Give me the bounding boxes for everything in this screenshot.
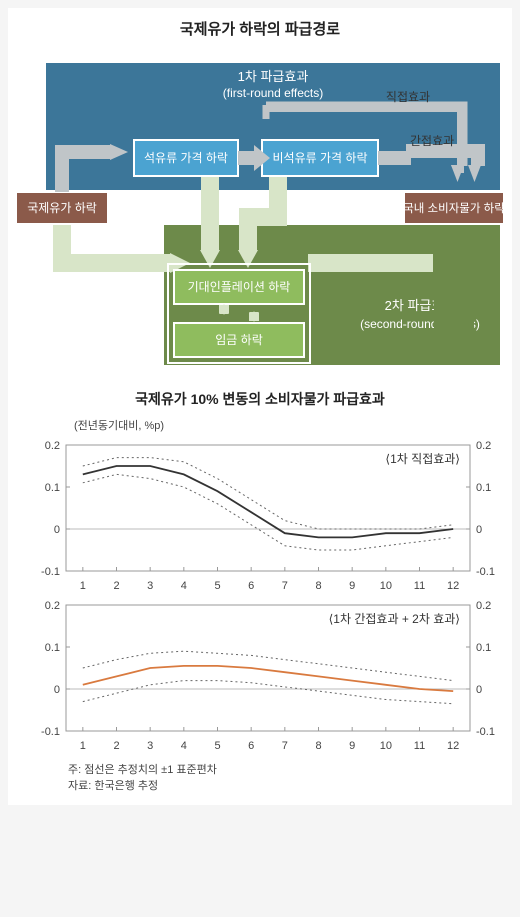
svg-text:0.1: 0.1: [45, 642, 60, 654]
first-round-label: 1차 파급효과: [238, 69, 309, 84]
svg-text:0.1: 0.1: [476, 642, 491, 654]
non-petroleum-price-drop: 비석유류 가격 하락: [273, 151, 368, 165]
flow-diagram: 1차 파급효과 (first-round effects) 직접효과 석유류 가…: [8, 45, 508, 375]
svg-text:11: 11: [414, 740, 425, 752]
svg-text:3: 3: [147, 580, 153, 592]
diagram-title: 국제유가 하락의 파급경로: [8, 8, 512, 45]
svg-text:0: 0: [54, 684, 60, 696]
svg-text:0.2: 0.2: [45, 600, 60, 612]
chart2-block: -0.1-0.1000.10.10.20.2123456789101112⟨1차…: [8, 595, 512, 755]
svg-text:0.2: 0.2: [476, 600, 491, 612]
page: 국제유가 하락의 파급경로 1차 파급효과 (first-round effec…: [8, 8, 512, 805]
svg-text:1: 1: [80, 580, 86, 592]
svg-text:6: 6: [248, 740, 254, 752]
svg-text:7: 7: [282, 740, 288, 752]
svg-text:7: 7: [282, 580, 288, 592]
svg-text:6: 6: [248, 580, 254, 592]
first-round-en: (first-round effects): [223, 86, 323, 100]
chart-notes: 주: 점선은 추정치의 ±1 표준편차 자료: 한국은행 추정: [8, 755, 512, 805]
svg-text:-0.1: -0.1: [476, 726, 495, 738]
svg-text:2: 2: [113, 580, 119, 592]
svg-text:8: 8: [315, 580, 321, 592]
domestic-cpi-drop: 국내 소비자물가 하락: [403, 201, 505, 215]
svg-text:0: 0: [54, 524, 60, 536]
svg-text:12: 12: [447, 580, 459, 592]
svg-text:5: 5: [214, 740, 220, 752]
note1: 주: 점선은 추정치의 ±1 표준편차: [68, 761, 512, 777]
svg-text:0: 0: [476, 524, 482, 536]
svg-text:-0.1: -0.1: [41, 566, 60, 578]
svg-text:⟨1차 직접효과⟩: ⟨1차 직접효과⟩: [385, 452, 460, 466]
svg-text:4: 4: [181, 580, 187, 592]
chart-y-unit: (전년동기대비, %p): [74, 417, 498, 433]
wage-drop: 임금 하락: [215, 333, 263, 347]
svg-text:0.1: 0.1: [45, 482, 60, 494]
chart2: -0.1-0.1000.10.10.20.2123456789101112⟨1차…: [22, 595, 514, 755]
charts-title: 국제유가 10% 변동의 소비자물가 파급효과: [8, 375, 512, 417]
chart1: -0.1-0.1000.10.10.20.2123456789101112⟨1차…: [22, 435, 514, 595]
svg-text:11: 11: [414, 580, 425, 592]
svg-text:10: 10: [380, 740, 392, 752]
svg-text:0.2: 0.2: [45, 440, 60, 452]
chart1-block: (전년동기대비, %p) -0.1-0.1000.10.10.20.212345…: [8, 417, 512, 595]
svg-text:4: 4: [181, 740, 187, 752]
petroleum-price-drop: 석유류 가격 하락: [144, 151, 228, 165]
svg-text:12: 12: [447, 740, 459, 752]
svg-text:1: 1: [80, 740, 86, 752]
expected-inflation-drop: 기대인플레이션 하락: [188, 280, 291, 294]
svg-text:⟨1차 간접효과 + 2차 효과⟩: ⟨1차 간접효과 + 2차 효과⟩: [329, 612, 460, 626]
svg-text:0: 0: [476, 684, 482, 696]
svg-text:-0.1: -0.1: [476, 566, 495, 578]
indirect-effect-label: 간접효과: [410, 134, 454, 148]
note2: 자료: 한국은행 추정: [68, 777, 512, 793]
svg-text:2: 2: [113, 740, 119, 752]
svg-text:-0.1: -0.1: [41, 726, 60, 738]
svg-text:0.2: 0.2: [476, 440, 491, 452]
svg-text:9: 9: [349, 740, 355, 752]
svg-text:0.1: 0.1: [476, 482, 491, 494]
svg-text:5: 5: [214, 580, 220, 592]
svg-text:10: 10: [380, 580, 392, 592]
svg-text:8: 8: [315, 740, 321, 752]
svg-text:3: 3: [147, 740, 153, 752]
intl-oil-drop: 국제유가 하락: [27, 201, 97, 215]
svg-text:9: 9: [349, 580, 355, 592]
direct-effect-label: 직접효과: [386, 90, 430, 104]
